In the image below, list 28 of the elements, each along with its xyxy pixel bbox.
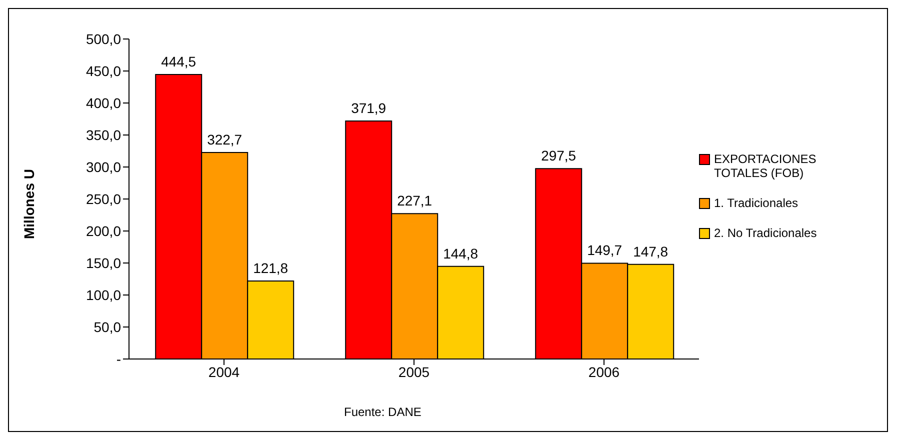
data-label: 144,8 bbox=[443, 245, 478, 262]
legend-label: 2. No Tradicionales bbox=[714, 226, 817, 240]
data-label: 121,8 bbox=[253, 260, 288, 276]
source-note: Fuente: DANE bbox=[344, 405, 422, 419]
y-tick-label: 400,0 bbox=[86, 94, 122, 111]
data-label: 444,5 bbox=[161, 54, 196, 70]
x-tick-label: 2005 bbox=[398, 364, 430, 380]
y-tick-label: 300,0 bbox=[86, 158, 122, 175]
y-tick-label: 100,0 bbox=[86, 286, 122, 303]
legend-label: 1. Tradicionales bbox=[714, 196, 798, 210]
data-label: 227,1 bbox=[397, 192, 432, 209]
data-label: 322,7 bbox=[207, 131, 242, 148]
y-tick-label: 500,0 bbox=[86, 30, 122, 47]
y-axis-title: Millones U bbox=[20, 168, 37, 239]
x-tick-label: 2006 bbox=[588, 364, 620, 380]
x-tick-label: 2004 bbox=[208, 364, 240, 380]
y-tick-label: 350,0 bbox=[86, 126, 122, 143]
data-label: 147,8 bbox=[633, 243, 668, 260]
data-label: 297,5 bbox=[541, 148, 576, 164]
y-tick-label: 150,0 bbox=[86, 254, 122, 271]
data-label: 371,9 bbox=[351, 100, 386, 116]
y-tick-label: 450,0 bbox=[86, 62, 122, 79]
legend-label: EXPORTACIONES TOTALES (FOB) bbox=[714, 152, 818, 180]
y-tick-label: - bbox=[116, 350, 122, 367]
data-label: 149,7 bbox=[587, 242, 622, 258]
y-tick-label: 250,0 bbox=[86, 190, 122, 207]
y-tick-label: 50,0 bbox=[94, 318, 122, 335]
y-tick-label: 200,0 bbox=[86, 222, 122, 239]
